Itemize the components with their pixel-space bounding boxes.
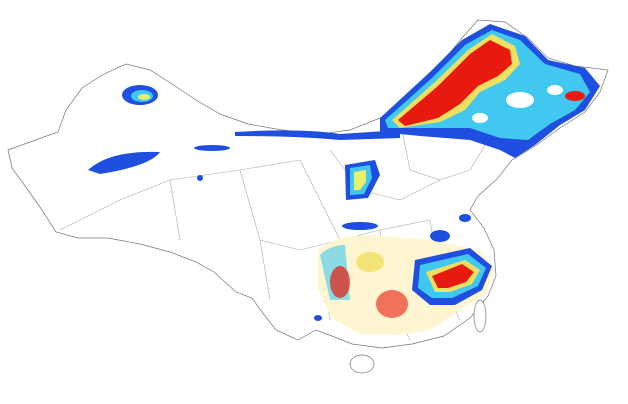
taiwan — [473, 299, 487, 333]
blob — [376, 290, 408, 318]
blob — [330, 266, 350, 298]
blob — [356, 252, 384, 272]
blob — [354, 170, 366, 190]
blob — [430, 230, 450, 242]
blob-gap — [506, 92, 534, 108]
blob — [342, 222, 378, 230]
blob — [314, 315, 322, 321]
hainan — [349, 354, 375, 374]
blob-gap — [547, 85, 563, 95]
blob — [88, 151, 160, 174]
blob — [432, 264, 474, 288]
blob — [194, 145, 230, 151]
blob — [459, 214, 471, 222]
blob — [235, 130, 400, 140]
blob — [398, 40, 512, 126]
blob — [197, 175, 203, 181]
blob-gap — [472, 113, 488, 123]
blob — [138, 94, 150, 100]
blob — [565, 91, 585, 101]
